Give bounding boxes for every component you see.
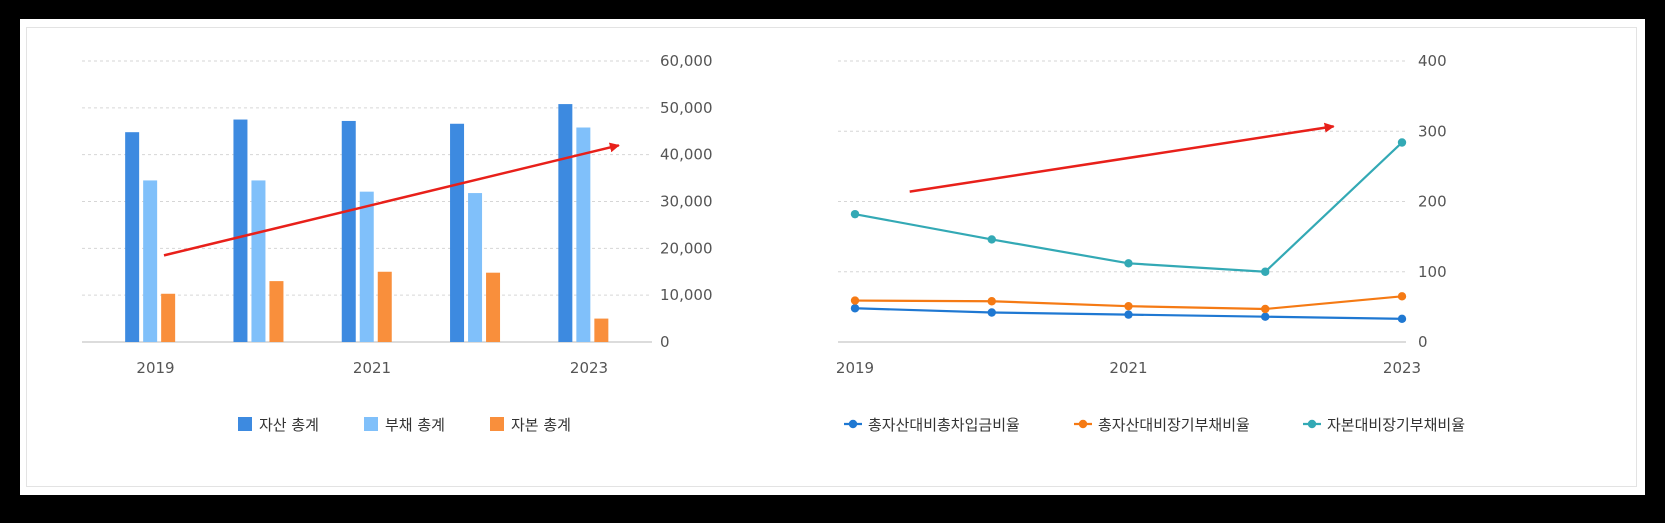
legend-swatch — [238, 417, 252, 431]
x-tick-label: 2023 — [570, 359, 608, 377]
y-tick-label: 400 — [1418, 52, 1447, 70]
y-tick-label: 100 — [1418, 263, 1447, 281]
x-tick-label: 2023 — [1383, 359, 1421, 377]
data-point — [1261, 312, 1270, 321]
bar — [576, 127, 591, 343]
legend-label: 자산 총계 — [259, 416, 319, 434]
y-tick-label: 20,000 — [660, 239, 713, 257]
x-tick-label: 2019 — [136, 359, 174, 377]
y-tick-label: 40,000 — [660, 146, 713, 164]
x-tick-label: 2021 — [353, 359, 391, 377]
bar — [125, 132, 140, 342]
y-tick-label: 0 — [660, 333, 670, 351]
legend-marker — [1078, 419, 1088, 429]
bar — [251, 180, 266, 342]
bar-chart: 0 10,000 20,000 30,000 40,000 50,000 60,000 201… — [82, 52, 713, 434]
data-point — [987, 297, 996, 306]
chart-panel: 0 10,000 20,000 30,000 40,000 50,000 60,000 201… — [20, 19, 1645, 495]
bar — [450, 123, 465, 342]
bar — [269, 281, 284, 342]
chart-border — [26, 27, 1637, 487]
x-tick-label: 2021 — [1109, 359, 1147, 377]
bar — [143, 180, 158, 342]
data-point — [987, 308, 996, 317]
y-tick-label: 10,000 — [660, 286, 713, 304]
x-tick-label: 2019 — [836, 359, 874, 377]
y-tick-label: 30,000 — [660, 193, 713, 211]
data-point — [1397, 138, 1407, 147]
data-point — [850, 209, 860, 219]
data-point — [1124, 259, 1133, 268]
legend-marker — [1307, 419, 1317, 429]
bar — [558, 104, 573, 342]
data-point — [1124, 310, 1133, 319]
y-tick-label: 200 — [1418, 193, 1447, 211]
legend-label: 부채 총계 — [385, 416, 445, 434]
y-tick-label: 50,000 — [660, 99, 713, 117]
legend-swatch — [490, 417, 504, 431]
legend-label: 총자산대비총차입금비율 — [868, 416, 1020, 434]
data-point — [1397, 314, 1407, 324]
bar — [468, 193, 483, 342]
bar — [359, 191, 374, 342]
bar — [341, 120, 356, 343]
y-tick-label: 300 — [1418, 122, 1447, 140]
bar — [377, 271, 392, 342]
trend-arrow — [163, 142, 620, 257]
series-line — [854, 141, 1403, 273]
data-point — [987, 235, 996, 244]
data-point — [1261, 304, 1270, 314]
data-point — [1397, 292, 1407, 301]
legend-label: 총자산대비장기부채비율 — [1098, 416, 1250, 434]
bar — [594, 318, 609, 342]
legend-label: 자본 총계 — [511, 416, 571, 434]
y-tick-label: 60,000 — [660, 52, 713, 70]
line-chart: 0 100 200 300 400 2019 2021 2023 총자산대비총차입금비율 총자산대… — [836, 52, 1465, 434]
data-point — [1261, 267, 1270, 276]
trend-arrow — [909, 122, 1335, 193]
data-point — [850, 296, 860, 305]
legend-marker — [848, 419, 858, 429]
data-point — [1124, 301, 1133, 311]
y-tick-label: 0 — [1418, 333, 1428, 351]
data-point — [850, 304, 860, 313]
bar — [233, 119, 248, 343]
bar — [486, 272, 501, 342]
legend-label: 자본대비장기부채비율 — [1327, 416, 1465, 434]
charts-canvas: 0 10,000 20,000 30,000 40,000 50,000 60,000 201… — [82, 52, 1465, 434]
legend-swatch — [364, 417, 378, 431]
bar — [161, 293, 176, 342]
